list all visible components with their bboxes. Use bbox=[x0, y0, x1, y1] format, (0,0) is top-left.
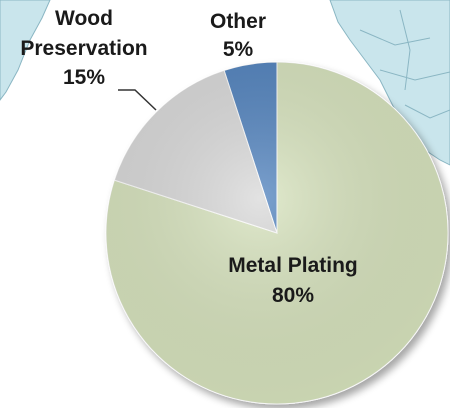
slice-label-metal-plating: Metal Plating bbox=[228, 254, 358, 277]
map-region-left bbox=[0, 0, 51, 101]
slice-value-metal-plating: 80% bbox=[272, 284, 314, 307]
slice-value-other: 5% bbox=[223, 38, 254, 61]
pie bbox=[105, 61, 449, 405]
slice-label-wood-line1: Wood bbox=[55, 7, 113, 30]
slice-label-wood-line2: Preservation bbox=[20, 37, 147, 60]
slice-value-wood-preservation: 15% bbox=[63, 66, 105, 89]
slice-label-other: Other bbox=[210, 10, 266, 33]
leader-line-wood-preservation bbox=[118, 89, 157, 111]
map-border-1 bbox=[359, 29, 431, 46]
